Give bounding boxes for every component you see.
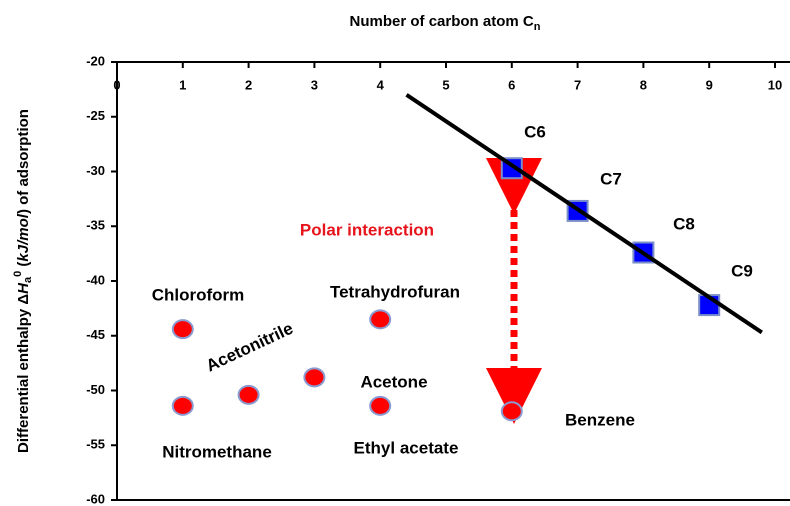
x-tick-label: 7	[574, 77, 581, 92]
y-tick-label: -60	[86, 491, 105, 506]
x-tick-label: 3	[311, 77, 318, 92]
point	[500, 401, 523, 422]
y-tick-label: -25	[86, 108, 105, 123]
annotation: Ethyl acetate	[354, 438, 459, 457]
y-tick-label: -45	[86, 327, 105, 342]
y-tick-label: -30	[86, 163, 105, 178]
x-tick-label: 2	[245, 77, 252, 92]
x-tick-label: 1	[179, 77, 186, 92]
annotation: C6	[524, 122, 546, 141]
y-label-sup: 0	[12, 271, 24, 277]
fit-line	[405, 93, 763, 335]
x-axis-label: Number of carbon atom Cn	[350, 13, 541, 33]
x-tick-label: 8	[640, 77, 647, 92]
y-label-part: of adsorption	[15, 109, 32, 209]
x-tick-label: 6	[508, 77, 515, 92]
point	[171, 319, 194, 340]
y-tick-label: -50	[86, 382, 105, 397]
annotation: C8	[673, 214, 695, 233]
x-label-part: Number of carbon atom C	[350, 13, 534, 30]
y-label-part: )	[15, 209, 32, 214]
point	[369, 309, 392, 330]
y-label-part: kJ/mol	[15, 213, 32, 261]
annotation: Nitromethane	[162, 442, 272, 461]
point	[171, 395, 194, 416]
y-label-part: (	[15, 262, 32, 271]
annotation: C7	[600, 169, 622, 188]
annotation: Tetrahydrofuran	[330, 282, 460, 301]
x-tick-label: 9	[706, 77, 713, 92]
y-label-sub: a	[22, 276, 34, 283]
x-tick-label: 0	[113, 77, 120, 92]
annotation: C9	[731, 261, 753, 280]
annotation: Acetonitrile	[203, 319, 296, 376]
point	[237, 384, 260, 405]
x-tick-label: 10	[768, 77, 782, 92]
point	[369, 395, 392, 416]
point	[303, 367, 326, 388]
y-axis-label: Differential enthalpy ΔHa0 (kJ/mol) of a…	[12, 109, 34, 453]
x-label-sub: n	[534, 21, 541, 33]
y-label-part: H	[15, 282, 32, 294]
y-tick-label: -20	[86, 53, 105, 68]
annotation: Benzene	[565, 410, 635, 429]
y-tick-label: -55	[86, 437, 105, 452]
annotation: Chloroform	[152, 285, 245, 304]
x-tick-label: 5	[442, 77, 449, 92]
annotation: Acetone	[360, 372, 427, 391]
annotation: Polar interaction	[300, 220, 434, 239]
y-tick-label: -35	[86, 218, 105, 233]
x-tick-label: 4	[377, 77, 385, 92]
y-label-part: Differential enthalpy Δ	[15, 294, 32, 453]
y-tick-label: -40	[86, 272, 105, 287]
